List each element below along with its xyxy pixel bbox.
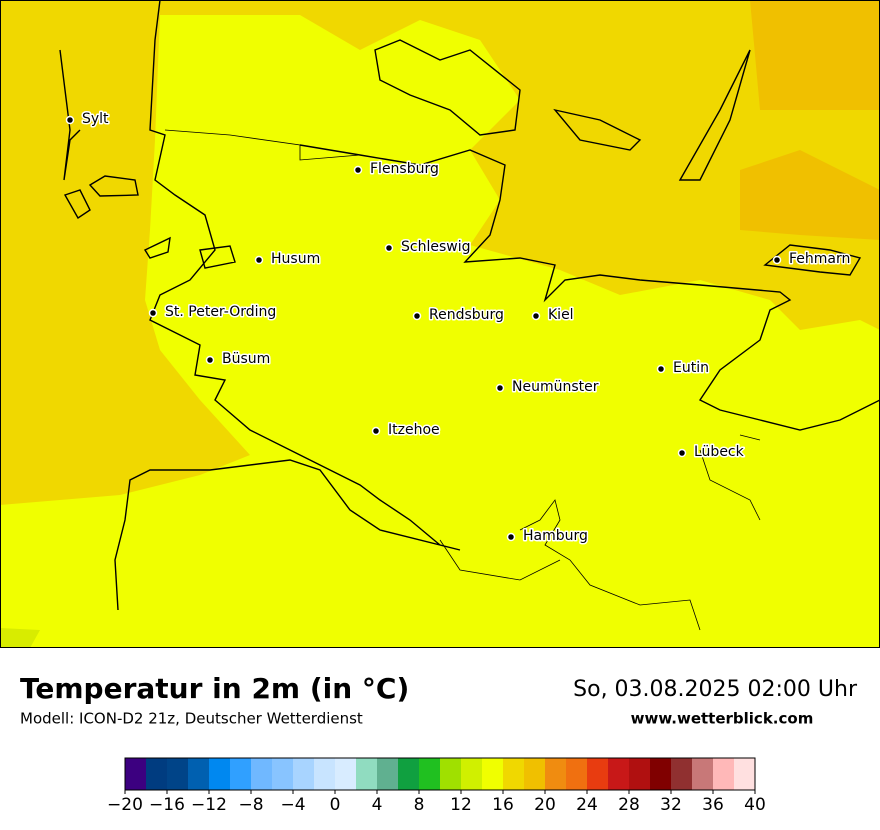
colorbar-segment [167,758,189,790]
warm-area [740,0,880,240]
colorbar-frame [124,757,756,791]
colorbar-tick-label: 24 [576,795,598,815]
colorbar-segment [230,758,252,790]
city-label: Fehmarn [789,251,850,267]
land-area [0,628,40,648]
colorbar-segment [629,758,651,790]
colorbar-segment [146,758,168,790]
colorbar-segment [209,758,231,790]
colorbar-segment [566,758,588,790]
island [63,175,236,269]
city-label: Eutin [673,360,709,376]
title: Temperatur in 2m (in °C) [20,672,409,705]
colorbar-tick-label: 20 [534,795,556,815]
colorbar-segment [650,758,672,790]
colorbar-tick-label: 36 [702,795,724,815]
city-dot [677,448,687,458]
colorbar-tick-label: −8 [238,795,263,815]
subtitle: Modell: ICON-D2 21z, Deutscher Wetterdie… [20,710,363,728]
colorbar-segment [356,758,378,790]
colorbar-segment [335,758,357,790]
colorbar-tick-label: 40 [744,795,766,815]
colorbar-tick-label: 8 [414,795,425,815]
city-label: Büsum [222,351,270,367]
city-dot [148,308,158,318]
colorbar-tick-label: 4 [372,795,383,815]
city-dot [412,311,422,321]
city-dot [772,255,782,265]
colorbar-segment [125,758,147,790]
city-label: Husum [271,251,320,267]
city-label: Sylt [82,111,109,127]
colorbar-segment [314,758,336,790]
coastline [114,0,461,611]
colorbar-segment [440,758,462,790]
city-dot [495,383,505,393]
city-dot [506,532,516,542]
city-label: Lübeck [694,444,745,460]
city-label: Flensburg [370,161,439,177]
cities: Sylt Flensburg Schleswig Husum St. Peter-Ord… [65,110,852,546]
city-label: Itzehoe [388,422,440,438]
colorbar-segment [482,758,504,790]
city-label: Kiel [548,307,574,323]
colorbar-segment [419,758,441,790]
colorbar-segment [608,758,630,790]
colorbar-tick-label: 32 [660,795,682,815]
colorbar-segment [587,758,609,790]
city-dot [205,355,215,365]
island [374,39,862,276]
city-dot [531,311,541,321]
coastline [299,144,880,431]
colorbar-segment [692,758,714,790]
city-dot [65,115,75,125]
colorbar-segment [503,758,525,790]
city-dot [254,255,264,265]
colorbar-segment [272,758,294,790]
city-dot [384,243,394,253]
city-label: Schleswig [401,239,470,255]
border [164,129,761,631]
colorbar-segment [671,758,693,790]
colorbar-segment [293,758,315,790]
colorbar-segment [545,758,567,790]
website: www.wetterblick.com [631,710,814,728]
city-label: Rendsburg [429,307,504,323]
colorbar-tick-label: −20 [107,795,143,815]
colorbar: −20 −16 −12 −8 −4 0 4 8 12 16 20 24 28 32 36 40 [107,757,766,815]
city-label: Neumünster [512,379,599,395]
colorbar-tick-label: −4 [280,795,305,815]
land-area [0,520,20,580]
colorbar-segment [188,758,210,790]
colorbar-segment [398,758,420,790]
city-dot [371,426,381,436]
colorbar-segment [524,758,546,790]
city-dot [353,165,363,175]
datetime: So, 03.08.2025 02:00 Uhr [573,677,858,702]
city-label: St. Peter-Ording [165,304,276,320]
city-label: Hamburg [523,528,588,544]
colorbar-segment [713,758,735,790]
colorbar-segment [251,758,273,790]
colorbar-tick-label: 0 [330,795,341,815]
colorbar-segment [734,758,756,790]
colorbar-tick-label: 12 [450,795,472,815]
colorbar-tick-label: −12 [191,795,227,815]
coastline [59,49,81,181]
city-dot [656,364,666,374]
colorbar-tick-label: 28 [618,795,640,815]
land-area [0,15,880,648]
colorbar-segment [377,758,399,790]
colorbar-segment [461,758,483,790]
colorbar-tick-label: 16 [492,795,514,815]
colorbar-tick-label: −16 [149,795,185,815]
map: Sylt Flensburg Schleswig Husum St. Peter-Ord… [0,0,880,648]
